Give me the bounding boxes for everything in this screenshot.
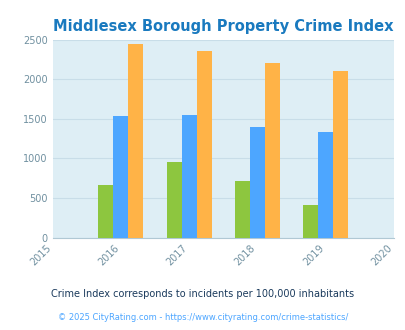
Text: © 2025 CityRating.com - https://www.cityrating.com/crime-statistics/: © 2025 CityRating.com - https://www.city… [58,313,347,322]
Bar [196,51,211,238]
Bar [318,132,332,238]
Legend: Middlesex Borough, New Jersey, National: Middlesex Borough, New Jersey, National [64,326,382,330]
Bar [98,185,113,238]
Bar [264,63,279,238]
Bar [332,71,347,238]
Bar [128,44,143,238]
Bar [181,115,196,238]
Text: Crime Index corresponds to incidents per 100,000 inhabitants: Crime Index corresponds to incidents per… [51,289,354,299]
Bar [249,127,264,238]
Title: Middlesex Borough Property Crime Index: Middlesex Borough Property Crime Index [53,19,392,34]
Bar [303,205,318,238]
Bar [113,116,128,238]
Bar [234,181,249,238]
Bar [166,162,181,238]
